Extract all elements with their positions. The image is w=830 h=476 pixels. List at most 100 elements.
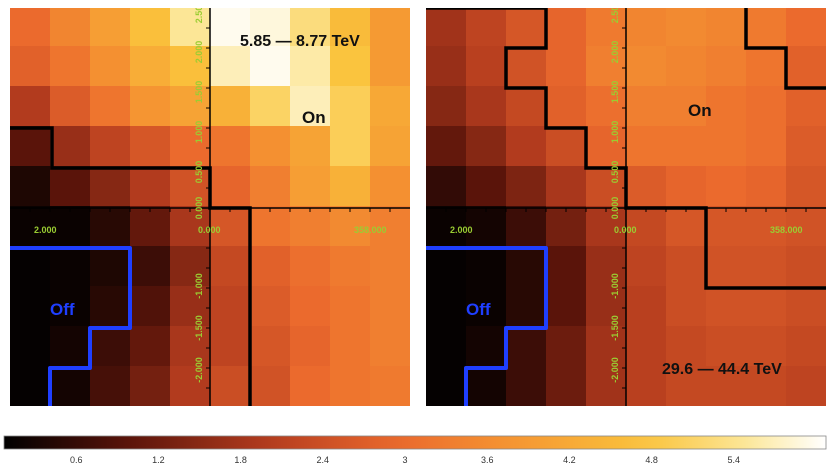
heatmap-cell <box>506 366 547 406</box>
heatmap-cell <box>786 206 826 247</box>
heatmap-cell <box>370 366 410 406</box>
heatmap-cell <box>786 86 826 127</box>
heatmap-cell <box>10 366 51 406</box>
heatmap-cell <box>130 286 171 327</box>
heatmap-cell <box>786 126 826 167</box>
heatmap-cell <box>586 8 627 47</box>
heatmap-cell <box>90 286 131 327</box>
heatmap-cell <box>90 166 131 207</box>
heatmap-cell <box>330 46 371 87</box>
heatmap-cell <box>210 206 251 247</box>
colorbar-svg: 0.6 1.2 1.8 2.4 3 3.6 4.2 4.8 5.4 <box>3 435 827 465</box>
heatmap-cell <box>290 46 331 87</box>
heatmap-cell <box>706 326 747 367</box>
colorbar-tick-label: 4.8 <box>645 455 658 465</box>
heatmap-cell <box>50 166 91 207</box>
y-tick-label: 0.000 <box>610 197 620 220</box>
heatmap-cell <box>746 86 787 127</box>
heatmap-cell <box>210 46 251 87</box>
heatmap-cell <box>90 206 131 247</box>
heatmap-cell <box>330 166 371 207</box>
y-tick-label: 0.500 <box>194 161 204 184</box>
heatmap-cell <box>170 206 211 247</box>
heatmap-cell <box>586 166 627 207</box>
heatmap-cell <box>290 86 331 127</box>
heatmap-cell <box>130 326 171 367</box>
heatmap-cell <box>170 166 211 207</box>
heatmap-cell <box>330 246 371 287</box>
heatmap-cell <box>626 286 667 327</box>
heatmap-cell <box>546 46 587 87</box>
heatmap-cell <box>466 286 507 327</box>
heatmap-cell <box>370 166 410 207</box>
heatmap-cell <box>10 126 51 167</box>
heatmap-cell <box>626 86 667 127</box>
on-region-boundary <box>10 126 252 406</box>
heatmap-cell <box>130 8 171 47</box>
heatmap-cell <box>666 286 707 327</box>
heatmap-cell <box>330 206 371 247</box>
energy-range-label: 29.6 — 44.4 TeV <box>662 361 782 378</box>
heatmap-cell <box>626 166 667 207</box>
heatmap-cell <box>546 166 587 207</box>
heatmap-cell <box>786 246 826 287</box>
colorbar-tick-label: 0.6 <box>70 455 83 465</box>
heatmap-cell <box>706 286 747 327</box>
heatmap-cell <box>426 326 467 367</box>
heatmap-cell <box>290 8 331 47</box>
on-region-label: On <box>688 101 712 120</box>
heatmap-cell <box>746 326 787 367</box>
heatmap-cell <box>210 8 251 47</box>
heatmap-cell <box>746 206 787 247</box>
heatmap-cell <box>626 206 667 247</box>
heatmap-cell <box>466 366 507 406</box>
heatmap-cell <box>290 206 331 247</box>
heatmap-cell <box>210 126 251 167</box>
heatmap-cell <box>706 86 747 127</box>
heatmap-cells <box>426 8 826 406</box>
heatmap-cell <box>290 166 331 207</box>
heatmap-right: 2.000 0.000 358.000 2.500 2.000 1.500 1.000 0.5… <box>426 8 826 406</box>
heatmap-cell <box>666 126 707 167</box>
heatmap-cell <box>506 326 547 367</box>
heatmap-cell <box>626 46 667 87</box>
heatmap-cell <box>250 326 291 367</box>
heatmap-cell <box>786 366 826 406</box>
heatmap-cell <box>626 8 667 47</box>
heatmap-cell <box>50 86 91 127</box>
heatmap-cell <box>786 46 826 87</box>
heatmap-cell <box>10 8 51 47</box>
x-tick-label: 2.000 <box>34 225 57 235</box>
heatmap-cell <box>50 286 91 327</box>
heatmap-cell <box>250 46 291 87</box>
heatmap-cell <box>210 366 251 406</box>
heatmap-panel-right: 2.000 0.000 358.000 2.500 2.000 1.500 1.000 0.5… <box>426 8 826 406</box>
heatmap-cell <box>466 8 507 47</box>
heatmap-cell <box>50 246 91 287</box>
y-tick-label: 2.000 <box>610 41 620 64</box>
on-region-label: On <box>302 108 326 127</box>
heatmap-cell <box>50 8 91 47</box>
heatmap-cell <box>746 286 787 327</box>
heatmap-cell <box>506 166 547 207</box>
heatmap-cell <box>250 166 291 207</box>
heatmap-cell <box>290 326 331 367</box>
heatmap-cell <box>250 206 291 247</box>
heatmap-left: 2.000 0.000 358.000 2.500 2.000 1.500 1.000 0.5… <box>10 8 410 406</box>
heatmap-cell <box>170 366 211 406</box>
heatmap-cell <box>50 126 91 167</box>
heatmap-cell <box>426 206 467 247</box>
heatmap-cell <box>170 8 211 47</box>
off-region-boundary <box>426 246 548 406</box>
heatmap-cell <box>170 246 211 287</box>
heatmap-cells <box>10 8 410 406</box>
heatmap-cell <box>466 206 507 247</box>
heatmap-cell <box>666 366 707 406</box>
heatmap-cell <box>10 166 51 207</box>
x-tick-label: 358.000 <box>354 225 387 235</box>
heatmap-cell <box>90 8 131 47</box>
y-tick-label: 2.500 <box>610 8 620 23</box>
heatmap-cell <box>706 166 747 207</box>
heatmap-cell <box>586 246 627 287</box>
heatmap-cell <box>130 126 171 167</box>
